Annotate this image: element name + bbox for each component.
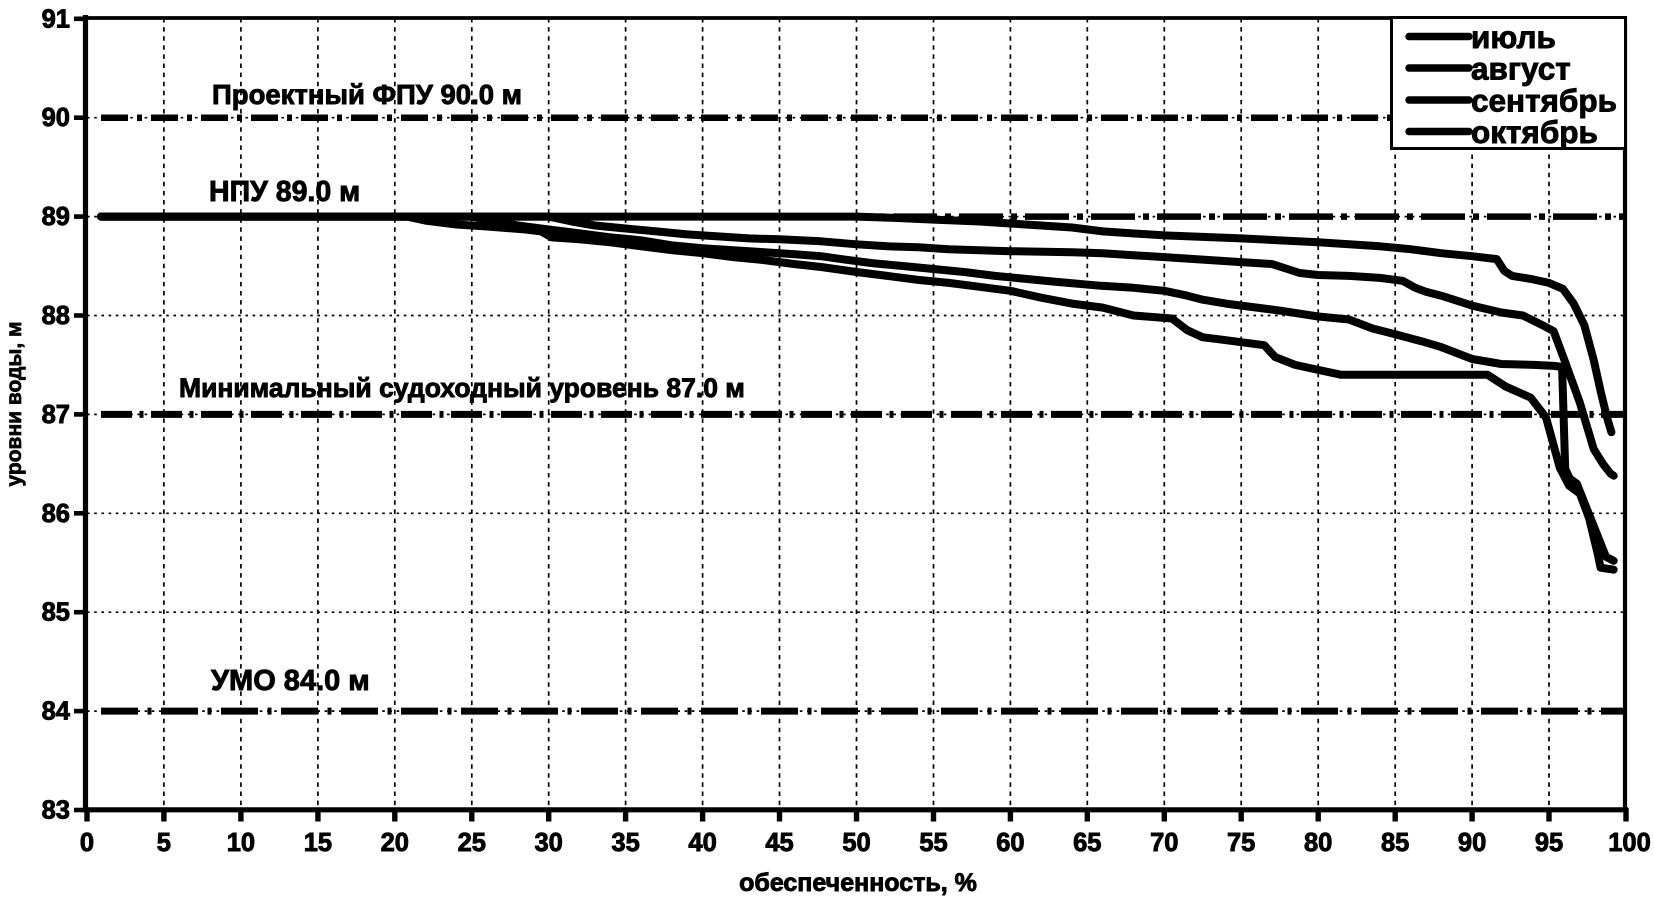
svg-text:15: 15 [304,829,332,857]
svg-text:30: 30 [535,829,563,857]
svg-text:сентябрь: сентябрь [1471,83,1617,119]
svg-text:0: 0 [80,829,94,857]
svg-text:95: 95 [1535,829,1563,857]
svg-text:55: 55 [919,829,947,857]
svg-text:80: 80 [1304,829,1332,857]
svg-text:октябрь: октябрь [1471,114,1598,150]
svg-text:25: 25 [458,829,486,857]
svg-text:5: 5 [157,829,171,857]
svg-text:50: 50 [842,829,870,857]
svg-text:65: 65 [1073,829,1101,857]
svg-text:87: 87 [42,401,70,429]
svg-text:90: 90 [42,104,70,132]
svg-text:20: 20 [381,829,409,857]
svg-text:НПУ 89.0 м: НПУ 89.0 м [209,176,360,208]
svg-text:60: 60 [996,829,1024,857]
svg-text:УМО 84.0 м: УМО 84.0 м [211,665,370,697]
svg-text:июль: июль [1471,19,1556,55]
svg-text:88: 88 [42,302,70,330]
svg-text:90: 90 [1458,829,1486,857]
svg-text:45: 45 [765,829,793,857]
svg-text:Минимальный судоходный уровень: Минимальный судоходный уровень 87.0 м [179,373,745,403]
svg-text:85: 85 [1381,829,1409,857]
svg-text:уровни воды, м: уровни воды, м [3,321,26,486]
svg-text:70: 70 [1150,829,1178,857]
svg-text:100: 100 [1608,829,1651,857]
svg-text:89: 89 [42,203,70,231]
svg-text:85: 85 [42,599,70,627]
svg-text:10: 10 [227,829,255,857]
svg-text:86: 86 [42,500,70,528]
svg-text:Проектный ФПУ 90.0 м: Проектный ФПУ 90.0 м [212,79,522,110]
svg-text:91: 91 [42,5,70,33]
svg-text:август: август [1471,51,1571,87]
svg-text:40: 40 [688,829,716,857]
svg-text:83: 83 [42,797,70,825]
svg-text:75: 75 [1227,829,1255,857]
svg-text:84: 84 [42,698,71,726]
svg-text:35: 35 [611,829,639,857]
svg-text:обеспеченность, %: обеспеченность, % [739,869,977,897]
